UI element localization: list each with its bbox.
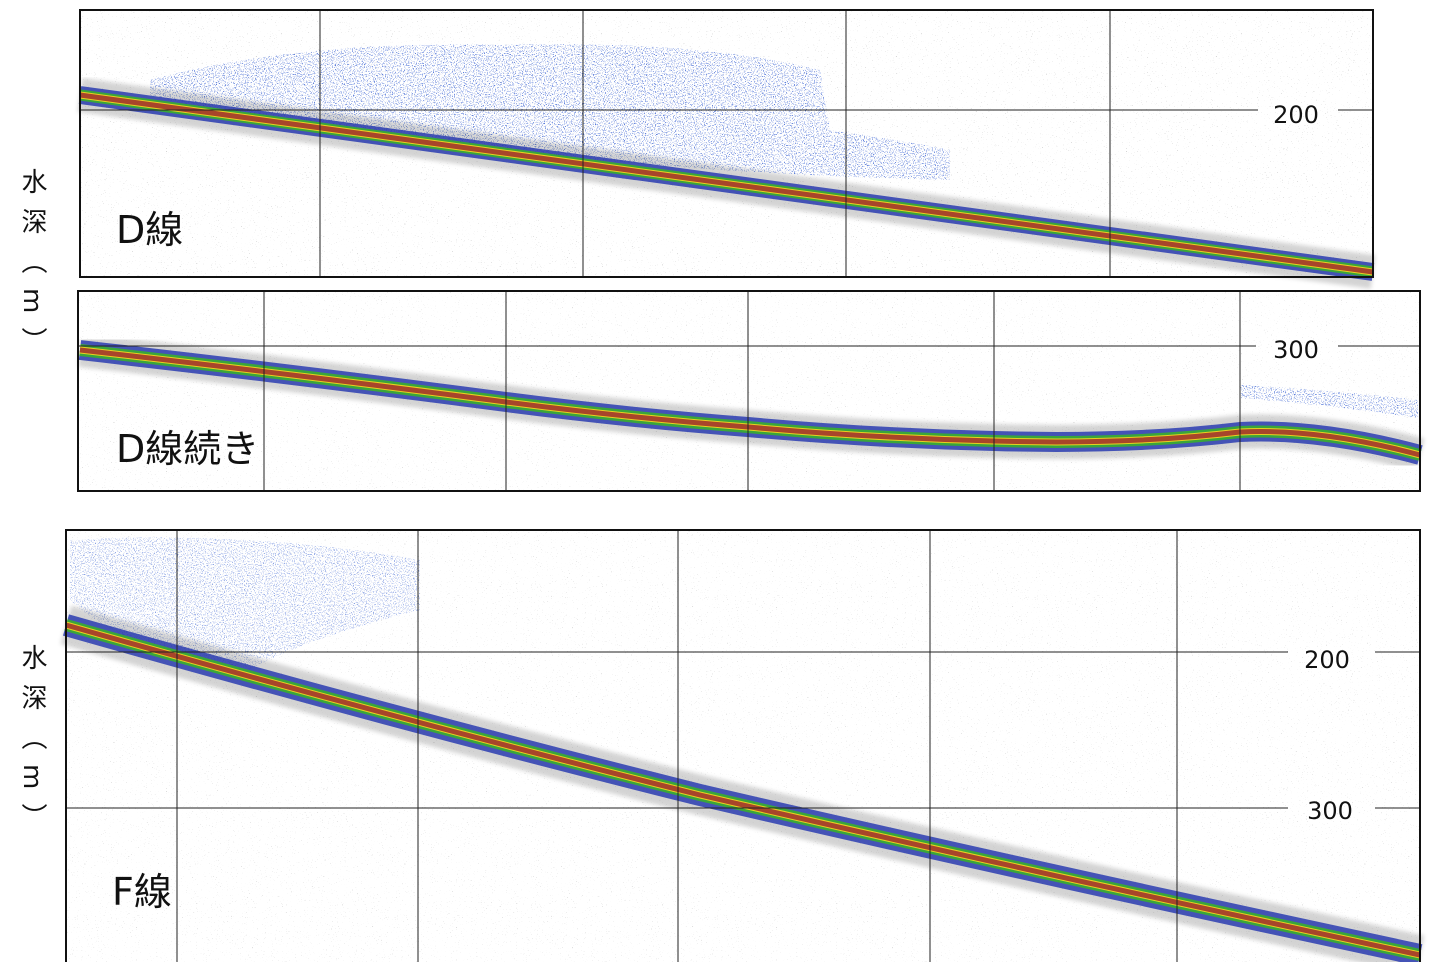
panel-f: 200 300 F線	[66, 530, 1420, 962]
panel-d-cont: 300 D線続き	[78, 291, 1420, 491]
panel-d: 200 D線	[80, 10, 1373, 277]
echograms: 200 D線 300 D線続き 200 300 F線	[0, 0, 1431, 962]
panel-label: D線	[116, 208, 183, 252]
panel-label: F線	[112, 870, 172, 914]
panel-label: D線続き	[116, 427, 259, 471]
noise	[78, 291, 1420, 491]
depth-label: 200	[1273, 101, 1319, 129]
depth-label: 200	[1304, 646, 1350, 674]
page: 水深（m） 水深（m） 200 D線 300 D線続	[0, 0, 1431, 962]
depth-label: 300	[1307, 797, 1353, 825]
depth-label: 300	[1273, 336, 1319, 364]
